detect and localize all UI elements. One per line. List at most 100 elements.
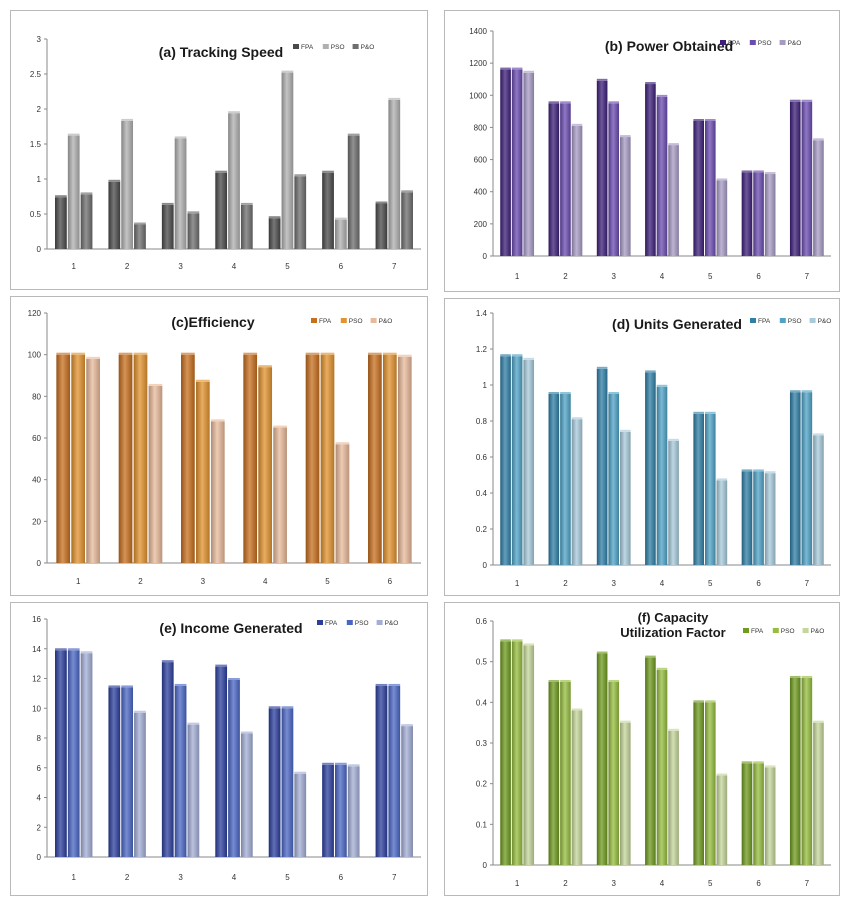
bar-f-pso-3 bbox=[608, 682, 620, 865]
legend-label: FPA bbox=[325, 620, 338, 627]
bar-cap bbox=[716, 478, 728, 481]
bar-cap bbox=[741, 761, 753, 764]
bar-cap bbox=[322, 762, 334, 765]
bar-cap bbox=[656, 384, 668, 387]
bar-e-po-6 bbox=[347, 766, 360, 857]
x-tick-label: 7 bbox=[805, 272, 810, 281]
legend-swatch bbox=[779, 40, 786, 45]
bar-f-fpa-3 bbox=[596, 653, 608, 865]
y-tick-label: 0.5 bbox=[476, 658, 488, 667]
bar-a-po-6 bbox=[347, 135, 360, 249]
bar-d-po-2 bbox=[571, 419, 583, 565]
bar-a-po-4 bbox=[240, 204, 253, 249]
bar-cap bbox=[268, 216, 281, 219]
bar-c-po-2 bbox=[148, 385, 163, 563]
bar-cap bbox=[500, 354, 511, 357]
y-tick-label: 6 bbox=[37, 764, 42, 773]
bar-cap bbox=[764, 172, 776, 175]
bar-cap bbox=[548, 101, 560, 104]
x-tick-label: 5 bbox=[708, 579, 713, 588]
x-tick-label: 7 bbox=[392, 262, 397, 271]
bar-cap bbox=[619, 135, 631, 138]
bar-cap bbox=[334, 762, 347, 765]
x-tick-label: 4 bbox=[660, 879, 665, 888]
y-tick-label: 2 bbox=[37, 823, 42, 832]
bar-cap bbox=[645, 370, 656, 373]
bar-b-pso-7 bbox=[801, 101, 813, 256]
bar-cap bbox=[121, 118, 134, 121]
bar-a-fpa-5 bbox=[268, 218, 281, 249]
legend-label: PSO bbox=[758, 40, 772, 47]
bar-c-pso-2 bbox=[133, 354, 148, 563]
bar-f-fpa-7 bbox=[789, 677, 801, 865]
bar-a-fpa-1 bbox=[55, 197, 67, 249]
bar-e-po-4 bbox=[240, 733, 253, 857]
x-tick-label: 7 bbox=[805, 879, 810, 888]
bar-cap bbox=[55, 195, 67, 198]
bar-cap bbox=[375, 201, 388, 204]
x-tick-label: 2 bbox=[125, 873, 130, 882]
y-tick-label: 600 bbox=[474, 156, 488, 165]
bar-cap bbox=[704, 119, 716, 121]
bar-cap bbox=[548, 392, 560, 394]
bar-a-pso-1 bbox=[67, 135, 80, 249]
bar-cap bbox=[174, 683, 187, 686]
bar-cap bbox=[693, 411, 705, 414]
bar-d-pso-1 bbox=[511, 356, 523, 565]
y-tick-label: 1400 bbox=[469, 27, 487, 36]
bar-cap bbox=[511, 639, 523, 642]
bar-cap bbox=[56, 352, 71, 355]
bar-f-fpa-5 bbox=[693, 702, 705, 865]
bar-cap bbox=[741, 469, 753, 472]
bar-cap bbox=[753, 761, 764, 764]
bar-c-fpa-3 bbox=[181, 354, 195, 563]
bar-cap bbox=[228, 111, 240, 114]
bar-f-pso-5 bbox=[704, 702, 716, 865]
bar-cap bbox=[619, 429, 631, 432]
bar-b-po-1 bbox=[523, 72, 535, 257]
legend-swatch bbox=[772, 628, 779, 633]
y-tick-label: 0 bbox=[483, 561, 488, 570]
bar-cap bbox=[764, 765, 776, 768]
bar-cap bbox=[181, 352, 195, 355]
chart-panel-e: 0 2 4 6 8 10 12 14 16 1 2 3 4 5 6 7 (e) Income Generated… bbox=[10, 602, 428, 896]
legend-swatch bbox=[352, 44, 359, 49]
bar-cap bbox=[375, 683, 388, 686]
bar-f-po-6 bbox=[764, 767, 776, 865]
bar-cap bbox=[388, 683, 401, 686]
bar-f-po-7 bbox=[813, 722, 824, 865]
chart-title: (c)Efficiency bbox=[171, 314, 254, 330]
bar-cap bbox=[80, 192, 93, 195]
bar-a-fpa-3 bbox=[161, 204, 174, 249]
bar-f-fpa-4 bbox=[645, 657, 656, 865]
bar-b-fpa-6 bbox=[741, 172, 753, 256]
bar-c-po-5 bbox=[335, 444, 350, 563]
bar-cap bbox=[741, 170, 753, 173]
legend-swatch bbox=[779, 318, 786, 323]
bar-cap bbox=[560, 680, 571, 682]
bar-c-po-1 bbox=[86, 358, 100, 563]
y-tick-label: 0 bbox=[37, 245, 42, 254]
bar-cap bbox=[108, 685, 121, 688]
bar-cap bbox=[397, 354, 412, 357]
legend-label: P&O bbox=[818, 318, 832, 325]
bar-c-fpa-1 bbox=[56, 354, 71, 563]
bar-a-fpa-7 bbox=[375, 203, 388, 249]
y-tick-label: 0.5 bbox=[30, 210, 42, 219]
bar-cap bbox=[668, 438, 679, 441]
bar-cap bbox=[645, 82, 656, 85]
legend-swatch bbox=[311, 318, 317, 323]
bar-cap bbox=[134, 222, 146, 225]
bar-d-po-1 bbox=[523, 359, 535, 565]
bar-cap bbox=[789, 390, 801, 393]
bar-d-pso-3 bbox=[608, 394, 620, 565]
bar-e-fpa-3 bbox=[161, 662, 174, 857]
bar-f-pso-7 bbox=[801, 677, 813, 865]
chart-panel-b: 0 200 400 600 800 1000 1200 1400 1 2 3 4 5 6 7 (b) Powe… bbox=[444, 10, 840, 292]
legend-swatch bbox=[720, 40, 726, 45]
bar-a-po-7 bbox=[401, 192, 413, 249]
bar-cap bbox=[511, 67, 523, 70]
x-tick-label: 1 bbox=[71, 873, 76, 882]
bar-b-pso-4 bbox=[656, 96, 668, 257]
